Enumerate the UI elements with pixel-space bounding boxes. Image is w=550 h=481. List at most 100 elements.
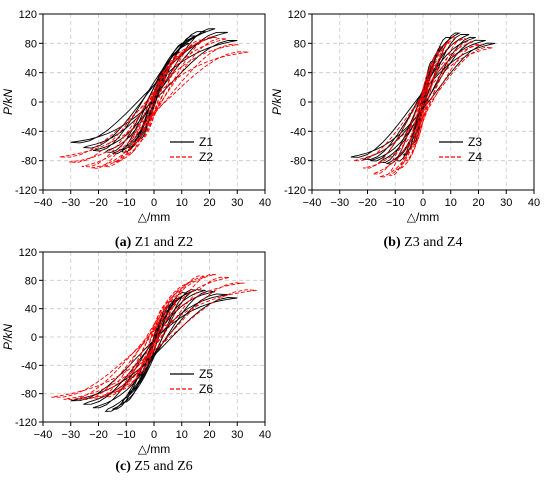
hysteresis-loop-Z5 [83, 293, 228, 405]
y-tick-label: -120 [284, 185, 306, 197]
y-tick-label: -120 [15, 417, 37, 429]
caption-letter: (a) [115, 235, 132, 250]
hysteresis-loop-Z6 [103, 275, 205, 398]
hysteresis-loop-Z2 [91, 36, 217, 169]
hysteresis-loop-Z4 [379, 38, 467, 178]
y-tick-label: 0 [300, 97, 306, 109]
chart-b: −40 −30 −20 −10 0 10 20 30 40 -120 -80 -40 0 40 80 120 △… [270, 9, 540, 250]
x-axis-label: △/mm [138, 442, 171, 456]
y-tick-label: 120 [19, 247, 37, 259]
x-tick-label: 20 [203, 429, 215, 441]
x-tick-label: −20 [89, 197, 108, 209]
legend-label-Z3: Z3 [468, 135, 482, 149]
hysteresis-loop-Z6 [63, 282, 245, 400]
x-tick-label: 30 [231, 197, 243, 209]
hysteresis-loop-Z4 [388, 36, 458, 176]
x-tick-label: 30 [231, 429, 243, 441]
caption-text: Z5 and Z6 [131, 459, 193, 474]
caption-letter: (b) [384, 235, 401, 250]
series-Z2 [59, 36, 249, 169]
y-tick-label: 80 [25, 275, 37, 287]
x-tick-label: −40 [303, 197, 322, 209]
hysteresis-loop-Z1 [70, 39, 238, 144]
x-tick-label: 0 [420, 197, 426, 209]
y-axis-label: P/kN [1, 324, 15, 350]
hysteresis-loop-Z5 [104, 289, 206, 412]
y-axis-label: P/kN [270, 89, 284, 115]
y-tick-label: -80 [21, 156, 37, 168]
hysteresis-loop-Z4 [405, 51, 441, 162]
hysteresis-loop-Z4 [372, 40, 474, 175]
hysteresis-loop-Z6 [144, 316, 164, 359]
hysteresis-loop-Z2 [124, 54, 184, 156]
hysteresis-loop-Z4 [353, 46, 493, 162]
hysteresis-loop-Z2 [81, 38, 227, 168]
x-tick-label: 20 [472, 197, 484, 209]
y-tick-label: 80 [294, 38, 306, 50]
x-tick-label: −10 [386, 197, 405, 209]
legend-label-Z6: Z6 [199, 382, 213, 396]
hysteresis-loop-Z6 [91, 273, 217, 399]
y-tick-label: 0 [31, 97, 37, 109]
y-tick-label: 120 [19, 9, 37, 21]
hysteresis-loop-Z2 [103, 39, 205, 168]
legend-label-Z5: Z5 [199, 367, 213, 381]
hysteresis-loop-Z2 [69, 44, 239, 163]
x-tick-label: 10 [445, 197, 457, 209]
hysteresis-loop-Z5 [70, 297, 238, 402]
x-tick-label: 0 [151, 429, 157, 441]
x-tick-label: −40 [34, 429, 53, 441]
x-axis-label: △/mm [138, 210, 171, 224]
legend-label-Z1: Z1 [199, 135, 213, 149]
y-tick-label: 40 [25, 68, 37, 80]
x-axis-label: △/mm [407, 210, 440, 224]
hysteresis-loop-Z1 [127, 51, 181, 149]
x-tick-label: 30 [500, 197, 512, 209]
y-tick-label: -40 [290, 126, 306, 138]
y-tick-label: 80 [25, 38, 37, 50]
legend-label-Z4: Z4 [468, 150, 482, 164]
x-tick-label: −20 [89, 429, 108, 441]
x-tick-label: −20 [358, 197, 377, 209]
x-tick-label: −30 [61, 197, 80, 209]
hysteresis-loop-Z6 [51, 289, 257, 398]
y-tick-label: 0 [31, 332, 37, 344]
y-tick-label: 40 [25, 304, 37, 316]
chart-caption: (c) Z5 and Z6 [115, 459, 192, 474]
x-tick-label: −10 [117, 197, 136, 209]
x-tick-label: −10 [117, 429, 136, 441]
x-tick-label: 40 [259, 429, 271, 441]
x-tick-label: −30 [330, 197, 349, 209]
caption-text: Z1 and Z2 [131, 235, 193, 250]
plot-area [51, 273, 257, 412]
y-tick-label: -120 [15, 185, 37, 197]
chart-a: −40 −30 −20 −10 0 10 20 30 40 -120 -80 -40 0 40 80 120 △… [1, 9, 271, 250]
series-Z4 [353, 36, 493, 178]
hysteresis-loop-Z4 [363, 43, 483, 169]
y-tick-label: -40 [21, 360, 37, 372]
hysteresis-loop-Z5 [92, 290, 216, 409]
x-tick-label: 10 [176, 429, 188, 441]
x-tick-label: 40 [528, 197, 540, 209]
plot-area [59, 28, 249, 169]
chart-caption: (a) Z1 and Z2 [115, 235, 193, 250]
hysteresis-loop-Z4 [396, 42, 450, 171]
x-tick-label: 40 [259, 197, 271, 209]
x-tick-label: 10 [176, 197, 188, 209]
hysteresis-loop-Z2 [113, 45, 195, 163]
x-tick-label: 0 [151, 197, 157, 209]
y-tick-label: -40 [21, 126, 37, 138]
x-tick-label: −30 [61, 429, 80, 441]
plot-area [350, 32, 496, 178]
hysteresis-loop-Z6 [78, 276, 230, 400]
legend-label-Z2: Z2 [199, 150, 213, 164]
caption-letter: (c) [115, 459, 131, 474]
chart-c: −40 −30 −20 −10 0 10 20 30 40 -120 -80 -40 0 40 80 120 △… [1, 247, 271, 474]
y-tick-label: 40 [294, 68, 306, 80]
series-Z6 [51, 273, 257, 400]
x-tick-label: 20 [203, 197, 215, 209]
